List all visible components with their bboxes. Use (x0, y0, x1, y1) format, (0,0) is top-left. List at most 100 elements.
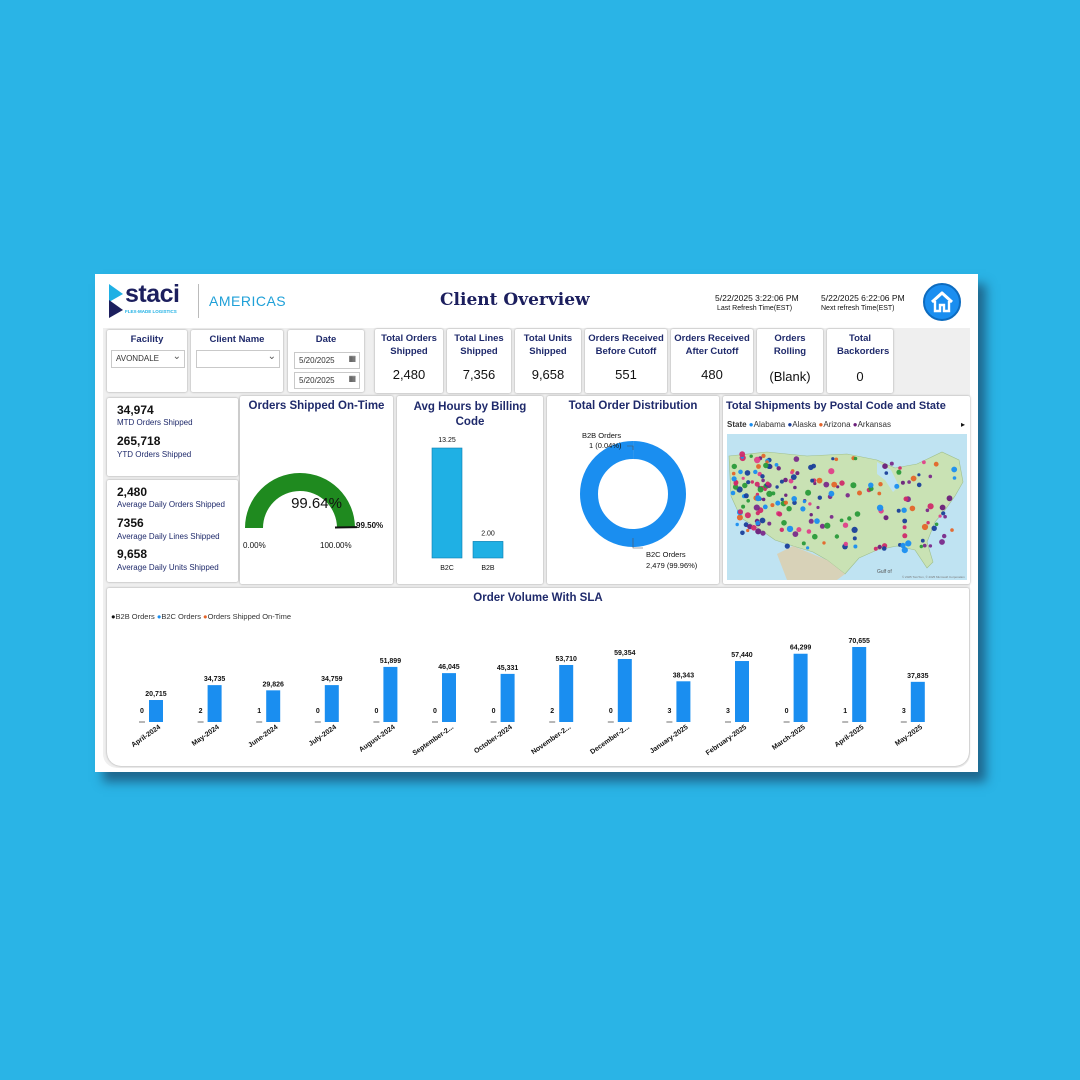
map-point (909, 505, 916, 512)
legend-label: Orders Shipped On-Time (207, 612, 292, 621)
map-point (755, 495, 762, 502)
month-axis-label: May-2024 (191, 724, 221, 748)
map-point (801, 541, 806, 546)
map-point (786, 525, 794, 533)
map-point (776, 466, 781, 471)
map-point (741, 504, 746, 509)
last-refresh-time: 5/22/2025 3:22:06 PM (715, 293, 799, 303)
map-point (806, 546, 810, 550)
legend-item-b2c[interactable]: ●B2C Orders (156, 612, 201, 621)
map-point (876, 504, 884, 511)
map-point (882, 463, 888, 469)
logo-tagline: FLEX-MADE LOGISTICS (125, 309, 177, 314)
legend-label: Arizona (823, 420, 851, 429)
map-point (946, 495, 953, 502)
billing-title: Avg Hours by Billing Code (413, 401, 527, 428)
map-point (777, 511, 783, 517)
map-point (884, 471, 889, 475)
map-point (761, 497, 766, 502)
map-panel: Total Shipments by Postal Code and State… (723, 396, 970, 584)
b2c-value-label: 45,331 (497, 665, 519, 672)
map-point (857, 490, 862, 496)
b2c-bar (559, 664, 574, 722)
calendar-icon[interactable]: ▦ (348, 354, 356, 363)
map-point (742, 482, 748, 489)
month-axis-label: July-2024 (308, 724, 338, 748)
b2c-bar (500, 673, 515, 722)
client-label: Client Name (209, 334, 265, 345)
map-point (763, 487, 767, 491)
next-refresh: 5/22/2025 6:22:06 PM Next refresh Time(E… (821, 293, 905, 312)
map-point (868, 482, 874, 488)
map-point (829, 515, 834, 519)
map-point (901, 507, 907, 513)
map-point (823, 481, 830, 488)
b2b-bar (314, 721, 321, 723)
legend-item-arkansas[interactable]: ●Arkansas (852, 420, 891, 429)
kpi-label: Orders Received Before Cutoff (588, 333, 664, 357)
map-point (793, 485, 797, 490)
avg-units-label: Average Daily Units Shipped (117, 563, 219, 572)
calendar-icon[interactable]: ▦ (348, 374, 356, 383)
facility-filter: Facility AVONDALE ⌄ (107, 330, 187, 392)
b2b-value-label: 0 (316, 708, 320, 715)
map-point (831, 481, 838, 488)
map-point (762, 504, 768, 510)
logo-word: staci (125, 280, 180, 308)
map-point (791, 496, 797, 502)
map-point (926, 521, 930, 525)
map-point (927, 503, 934, 510)
map-point (814, 518, 820, 524)
gauge-panel: Orders Shipped On-Time 99.64% 99.50% 0.0… (240, 396, 393, 584)
map-point (877, 491, 882, 496)
b2b-value-label: 3 (667, 708, 671, 715)
legend-item-alaska[interactable]: ●Alaska (787, 420, 817, 429)
map-point (788, 478, 794, 484)
map-point (952, 476, 957, 480)
kpi-label: Total Orders Shipped (381, 333, 437, 357)
legend-item-arizona[interactable]: ●Arizona (818, 420, 851, 429)
map-point (763, 462, 769, 469)
b2b-bar (197, 721, 204, 723)
kpi-label: Total Units Shipped (523, 333, 573, 357)
date-to-input[interactable]: 5/20/2025 ▦ (294, 372, 360, 389)
map-point (902, 525, 907, 530)
map-point (759, 517, 766, 524)
map-point (779, 479, 784, 484)
facility-select[interactable]: AVONDALE ⌄ (111, 350, 185, 368)
billing-chart: 13.25 B2C 2.00 B2B (431, 437, 504, 572)
b2b-bar (490, 721, 497, 723)
mexico-land (777, 546, 845, 580)
kpi-total-orders: Total Orders Shipped 2,480 (375, 329, 443, 393)
date-from-input[interactable]: 5/20/2025 ▦ (294, 352, 360, 369)
client-select[interactable]: ⌄ (196, 350, 280, 368)
map-point (751, 525, 757, 531)
map-point (731, 471, 736, 476)
map-point (746, 499, 750, 503)
map-point (813, 481, 817, 486)
map-point (847, 516, 852, 521)
legend-next-arrow-icon[interactable]: ▸ (961, 420, 966, 429)
b2b-value-label: 1 (257, 708, 261, 715)
billing-bar (431, 447, 463, 559)
map-point (928, 544, 933, 548)
facility-label: Facility (130, 334, 164, 345)
legend-item-alabama[interactable]: ●Alabama (748, 420, 786, 429)
map-point (877, 544, 882, 550)
client-filter: Client Name ⌄ (191, 330, 283, 392)
map-point (754, 481, 760, 487)
map-point (889, 461, 894, 466)
b2c-bar (383, 666, 398, 722)
map-point (760, 530, 766, 536)
legend-item-on-time[interactable]: ●Orders Shipped On-Time (203, 612, 292, 621)
map-point (817, 495, 822, 500)
b2c-value-label: 34,735 (204, 676, 226, 683)
month-axis-label: May-2025 (894, 724, 924, 748)
kpi-total-units: Total Units Shipped 9,658 (515, 329, 581, 393)
home-button[interactable] (923, 283, 961, 321)
map-point (740, 530, 745, 536)
legend-item-b2b[interactable]: ●B2B Orders (111, 612, 155, 621)
shipments-map[interactable]: Gulf of © 2025 TomTom, © 2025 Microsoft … (727, 434, 967, 580)
b2b-value-label: 3 (902, 708, 906, 715)
map-point (850, 482, 857, 489)
